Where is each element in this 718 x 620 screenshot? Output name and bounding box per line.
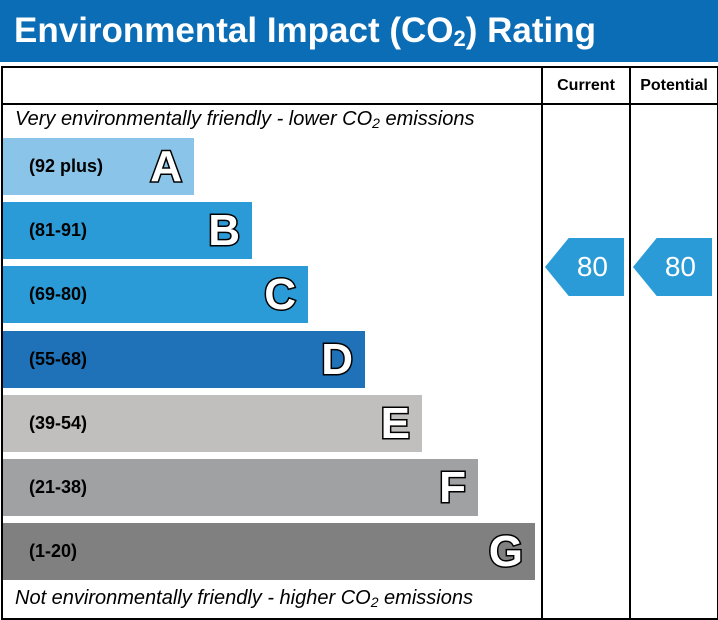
potential-column-header: Potential [640, 77, 708, 94]
bottom-note: Not environmentally friendly - higher CO… [15, 587, 473, 610]
column-divider [541, 68, 543, 618]
potential-rating-value: 80 [664, 251, 696, 282]
band-letter: F [438, 462, 468, 514]
rating-bar-f: (21-38) F [3, 459, 478, 516]
note-text: Not environmentally friendly - higher CO [15, 587, 371, 609]
current-rating-value: 80 [576, 251, 608, 282]
band-range: (81-91) [29, 220, 88, 240]
band-letter: A [149, 141, 184, 193]
current-column-header: Current [557, 77, 615, 94]
band-letter: G [487, 526, 524, 578]
band-letter: E [379, 398, 411, 450]
column-divider [629, 68, 631, 618]
note-text: Very environmentally friendly - lower CO [15, 108, 373, 130]
band-range: (1-20) [29, 541, 78, 561]
rating-bar-c: (69-80) C [3, 266, 308, 323]
rating-bar-a: (92 plus) A [3, 138, 194, 195]
band-range: (39-54) [29, 413, 88, 433]
note-text: emissions [378, 587, 473, 609]
rating-bar-d: (55-68) D [3, 331, 365, 388]
band-range: (92 plus) [29, 156, 104, 176]
note-subscript: 2 [372, 115, 380, 131]
rating-bar-g: (1-20) G [3, 523, 535, 580]
top-note: Very environmentally friendly - lower CO… [15, 108, 474, 131]
rating-bar-b: (81-91) B [3, 202, 252, 259]
band-letter: C [263, 269, 298, 321]
header-divider [3, 103, 717, 105]
title-subscript: 2 [453, 26, 466, 51]
note-text: emissions [379, 108, 475, 130]
band-range: (69-80) [29, 284, 88, 304]
rating-bar-e: (39-54) E [3, 395, 422, 452]
band-letter: D [320, 334, 355, 386]
title-text-end: ) Rating [465, 11, 597, 50]
title-text: Environmental Impact (CO [14, 11, 454, 50]
band-letter: B [207, 205, 242, 257]
band-range: (55-68) [29, 349, 88, 369]
band-range: (21-38) [29, 477, 88, 497]
note-subscript: 2 [370, 594, 379, 610]
chart-title: Environmental Impact (CO2) Rating [0, 0, 718, 62]
